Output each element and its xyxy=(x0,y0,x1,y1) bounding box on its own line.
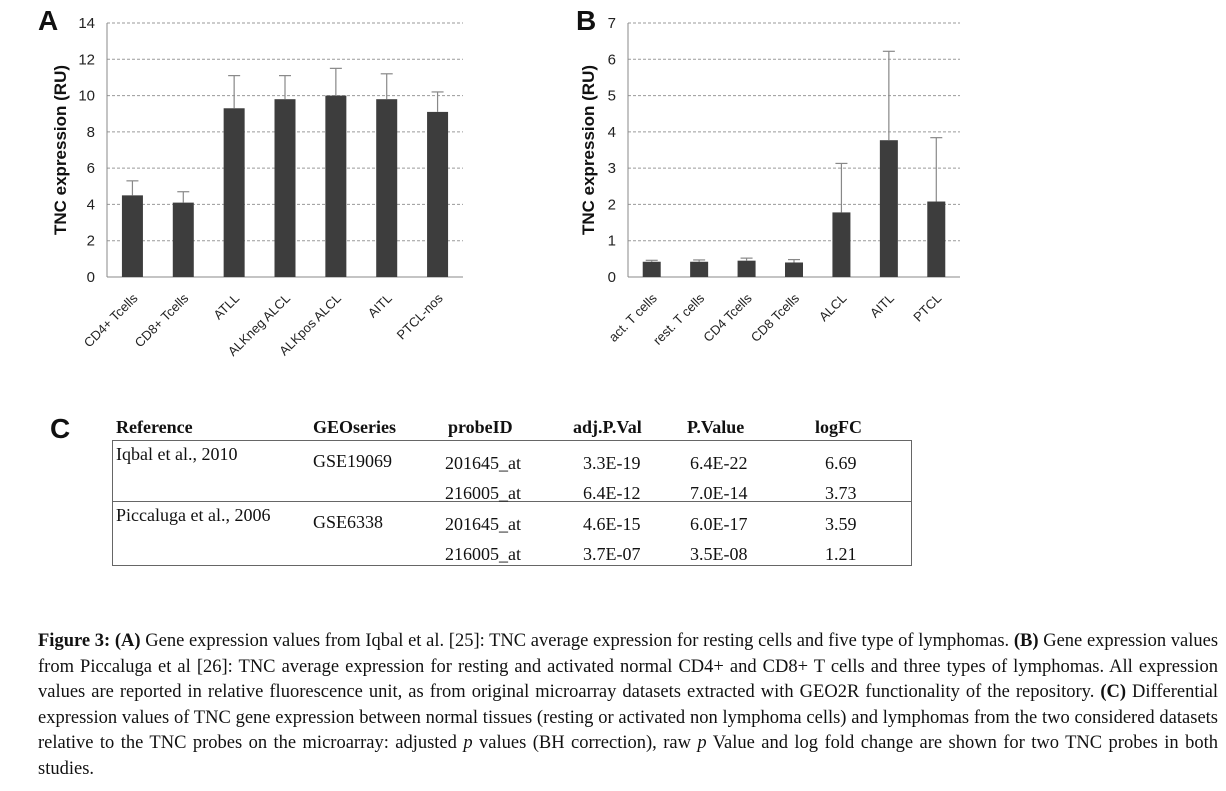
bar xyxy=(690,261,709,277)
row-probe: 216005_at xyxy=(445,544,521,564)
header-geoseries: GEOseries xyxy=(313,417,396,437)
x-tick-label: rest. T cells xyxy=(650,290,708,348)
table-body: Iqbal et al., 2010 GSE19069 201645_at 3.… xyxy=(112,440,912,566)
row-p: 7.0E-14 xyxy=(690,483,748,503)
bar xyxy=(785,262,803,277)
row-logfc: 3.59 xyxy=(825,514,857,534)
header-logfc: logFC xyxy=(815,417,862,437)
y-axis-title: TNC expression (RU) xyxy=(579,65,598,235)
y-tick-label: 6 xyxy=(608,51,616,68)
group-geoseries: GSE19069 xyxy=(313,451,393,471)
row-probe: 216005_at xyxy=(445,483,521,503)
caption-c-tag: (C) xyxy=(1100,682,1127,702)
caption-figure-label: Figure 3: xyxy=(38,631,111,651)
figure-caption: Figure 3: (A) Gene expression values fro… xyxy=(38,629,1218,782)
bar xyxy=(121,195,143,277)
caption-c-text: values (BH correction), raw xyxy=(472,733,698,753)
row-probe: 201645_at xyxy=(445,514,521,534)
bar xyxy=(879,140,898,277)
y-tick-label: 1 xyxy=(608,233,616,250)
bar xyxy=(427,111,449,278)
header-pvalue: P.Value xyxy=(687,417,745,437)
caption-a-text: Gene expression values from Iqbal et al.… xyxy=(140,631,1014,651)
panel-a-label: A xyxy=(38,5,58,36)
y-axis-title: TNC expression (RU) xyxy=(51,65,70,235)
y-tick-label: 10 xyxy=(78,88,95,105)
y-tick-label: 7 xyxy=(608,15,616,32)
group-reference: Iqbal et al., 2010 xyxy=(116,444,238,464)
panel-b-label: B xyxy=(576,5,596,36)
results-table: Reference GEOseries probeID adj.P.Val P.… xyxy=(112,414,912,566)
row-adjp: 6.4E-12 xyxy=(583,483,641,503)
row-adjp: 4.6E-15 xyxy=(583,514,641,534)
y-tick-label: 4 xyxy=(608,124,616,141)
bar xyxy=(223,108,245,278)
x-tick-label: PTCL-nos xyxy=(394,290,446,342)
header-reference: Reference xyxy=(116,417,193,437)
caption-b-tag: (B) xyxy=(1013,631,1039,651)
panel-c-svg: C xyxy=(50,413,70,444)
row-p: 6.0E-17 xyxy=(690,514,748,534)
header-adjpval: adj.P.Val xyxy=(573,417,642,437)
row-logfc: 1.21 xyxy=(825,544,857,564)
y-tick-label: 8 xyxy=(87,124,95,141)
bar xyxy=(642,261,661,277)
bar xyxy=(325,95,347,277)
group-geoseries: GSE6338 xyxy=(313,512,384,532)
x-tick-label: AITL xyxy=(867,291,897,321)
bar xyxy=(172,202,194,277)
caption-p-symbol: p xyxy=(463,733,473,753)
y-tick-label: 0 xyxy=(87,269,95,286)
x-tick-label: CD4 Tcells xyxy=(700,290,755,345)
y-tick-label: 5 xyxy=(608,88,616,105)
x-tick-label: CD8 Tcells xyxy=(748,290,803,345)
x-tick-label: CD8+ Tcells xyxy=(132,290,192,350)
panel-c-label: C xyxy=(50,413,70,444)
y-tick-label: 0 xyxy=(608,269,616,286)
row-logfc: 6.69 xyxy=(825,453,857,473)
row-p: 6.4E-22 xyxy=(690,453,748,473)
row-adjp: 3.3E-19 xyxy=(583,453,641,473)
row-adjp: 3.7E-07 xyxy=(583,544,641,564)
row-logfc: 3.73 xyxy=(825,483,857,503)
group-reference: Piccaluga et al., 2006 xyxy=(116,505,271,525)
table-header: Reference GEOseries probeID adj.P.Val P.… xyxy=(112,414,912,440)
y-tick-label: 2 xyxy=(608,196,616,213)
bar xyxy=(927,201,946,277)
group-divider xyxy=(113,501,911,502)
caption-c-text: Value and log fold change are shown for … xyxy=(38,733,1219,779)
y-tick-label: 4 xyxy=(87,196,95,213)
y-tick-label: 3 xyxy=(608,160,616,177)
caption-b-text: Gene expression values from Piccaluga et… xyxy=(38,631,1219,702)
y-tick-label: 12 xyxy=(78,51,95,68)
header-probeid: probeID xyxy=(448,417,513,437)
x-tick-label: ATLL xyxy=(210,291,242,323)
y-tick-label: 6 xyxy=(87,160,95,177)
x-tick-label: ALCL xyxy=(816,291,850,325)
y-tick-label: 14 xyxy=(78,15,95,32)
row-probe: 201645_at xyxy=(445,453,521,473)
caption-p-symbol: p xyxy=(697,733,707,753)
row-p: 3.5E-08 xyxy=(690,544,748,564)
x-tick-label: AITL xyxy=(365,291,395,321)
bar xyxy=(376,99,398,277)
y-tick-label: 2 xyxy=(87,233,95,250)
bar xyxy=(274,99,296,277)
caption-c-text: Differential expression values of TNC ge… xyxy=(38,682,1218,753)
bar xyxy=(737,260,756,277)
bar xyxy=(832,212,851,277)
caption-a-tag: (A) xyxy=(114,631,141,651)
x-tick-label: PTCL xyxy=(910,291,944,325)
